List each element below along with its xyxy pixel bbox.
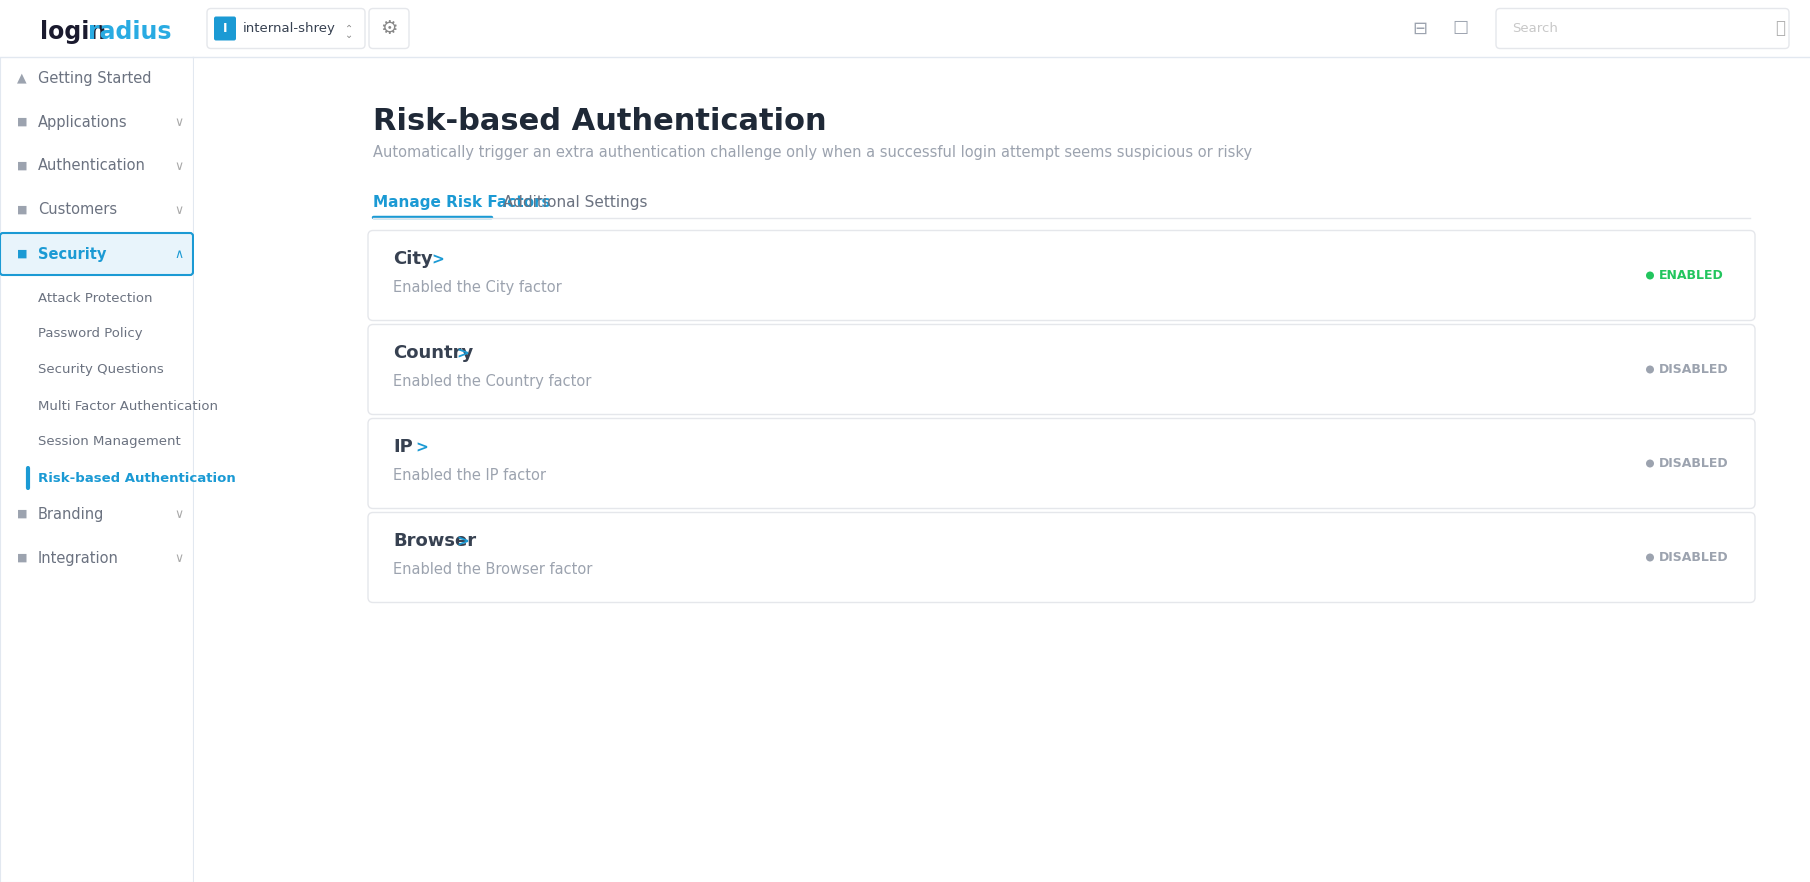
Text: Applications: Applications	[38, 115, 129, 130]
FancyBboxPatch shape	[367, 512, 1756, 602]
Text: ⌄: ⌄	[346, 31, 353, 41]
Text: Integration: Integration	[38, 550, 119, 565]
Circle shape	[1645, 460, 1654, 467]
Text: Customers: Customers	[38, 203, 118, 218]
Text: ENABLED: ENABLED	[1660, 269, 1723, 282]
Text: Password Policy: Password Policy	[38, 327, 143, 340]
Text: Browser: Browser	[393, 533, 476, 550]
Text: Session Management: Session Management	[38, 436, 181, 449]
FancyBboxPatch shape	[194, 0, 1810, 57]
Text: Country: Country	[393, 345, 472, 363]
Text: ■: ■	[16, 553, 27, 563]
FancyBboxPatch shape	[1497, 9, 1788, 49]
Circle shape	[16, 27, 27, 37]
Text: ∨: ∨	[174, 204, 183, 216]
FancyBboxPatch shape	[0, 233, 194, 275]
FancyBboxPatch shape	[0, 0, 194, 57]
Text: ∨: ∨	[174, 116, 183, 129]
Text: ∨: ∨	[174, 551, 183, 564]
Text: Additional Settings: Additional Settings	[503, 195, 648, 210]
Text: Risk-based Authentication: Risk-based Authentication	[38, 472, 235, 484]
Text: internal-shrey: internal-shrey	[243, 22, 337, 35]
Text: Authentication: Authentication	[38, 159, 147, 174]
Text: ▲: ▲	[16, 71, 27, 85]
FancyBboxPatch shape	[206, 9, 366, 49]
FancyBboxPatch shape	[367, 418, 1756, 509]
Text: Enabled the City factor: Enabled the City factor	[393, 280, 561, 295]
Text: Search: Search	[1511, 22, 1558, 35]
Text: login: login	[40, 20, 107, 44]
Text: Getting Started: Getting Started	[38, 71, 152, 86]
Text: ∧: ∧	[174, 248, 183, 260]
FancyBboxPatch shape	[369, 9, 409, 49]
Text: Attack Protection: Attack Protection	[38, 291, 152, 304]
Text: ■: ■	[16, 249, 27, 259]
FancyBboxPatch shape	[367, 325, 1756, 415]
Text: ⚙: ⚙	[380, 19, 398, 38]
Text: ⊟: ⊟	[1412, 19, 1428, 38]
FancyBboxPatch shape	[367, 230, 1756, 320]
Text: DISABLED: DISABLED	[1660, 363, 1729, 376]
Text: I: I	[223, 22, 228, 35]
Text: Security Questions: Security Questions	[38, 363, 163, 377]
Text: Multi Factor Authentication: Multi Factor Authentication	[38, 400, 217, 413]
Text: Enabled the Country factor: Enabled the Country factor	[393, 374, 592, 389]
Text: Automatically trigger an extra authentication challenge only when a successful l: Automatically trigger an extra authentic…	[373, 145, 1253, 160]
Circle shape	[1645, 365, 1654, 373]
Text: Enabled the Browser factor: Enabled the Browser factor	[393, 562, 592, 577]
Text: ⌃: ⌃	[346, 24, 353, 34]
Text: ■: ■	[16, 205, 27, 215]
FancyBboxPatch shape	[214, 17, 235, 41]
Text: Enabled the IP factor: Enabled the IP factor	[393, 468, 547, 483]
FancyBboxPatch shape	[0, 0, 194, 882]
Text: ∨: ∨	[174, 160, 183, 173]
Text: DISABLED: DISABLED	[1660, 551, 1729, 564]
FancyBboxPatch shape	[194, 0, 1810, 882]
Text: >: >	[433, 252, 445, 267]
Text: Branding: Branding	[38, 506, 105, 521]
Text: ☐: ☐	[1452, 19, 1468, 38]
Text: radius: radius	[89, 20, 172, 44]
Text: ■: ■	[16, 509, 27, 519]
Text: ■: ■	[16, 161, 27, 171]
Text: Risk-based Authentication: Risk-based Authentication	[373, 108, 827, 137]
Text: >: >	[416, 440, 429, 455]
Text: DISABLED: DISABLED	[1660, 457, 1729, 470]
FancyBboxPatch shape	[194, 57, 1810, 882]
Text: IP: IP	[393, 438, 413, 457]
Text: ■: ■	[16, 117, 27, 127]
Text: >: >	[456, 534, 469, 549]
Circle shape	[1645, 554, 1654, 562]
Text: ⌕: ⌕	[1776, 19, 1785, 38]
Text: City: City	[393, 250, 433, 268]
Circle shape	[1645, 272, 1654, 280]
Text: >: >	[456, 346, 469, 361]
Text: Security: Security	[38, 246, 107, 261]
Text: ∨: ∨	[174, 507, 183, 520]
Text: Manage Risk Factors: Manage Risk Factors	[373, 195, 550, 210]
